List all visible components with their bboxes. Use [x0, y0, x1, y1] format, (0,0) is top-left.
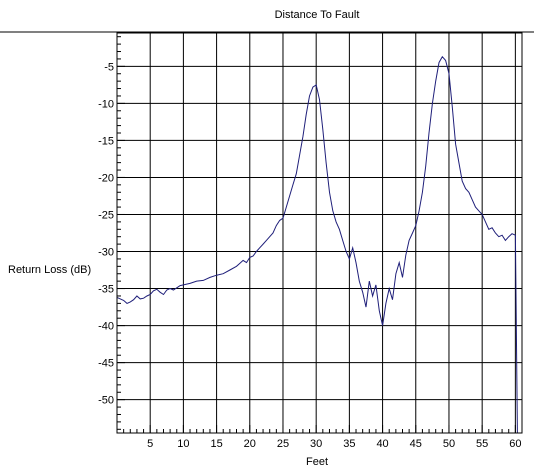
- x-tick-label: 50: [443, 438, 455, 450]
- y-tick-label: -5: [104, 61, 114, 73]
- y-tick-label: -50: [98, 395, 114, 407]
- x-tick-label: 25: [277, 438, 289, 450]
- x-tick-label: 10: [177, 438, 189, 450]
- return-loss-trace: [116, 55, 518, 434]
- x-tick-label: 40: [376, 438, 388, 450]
- x-tick-label: 45: [410, 438, 422, 450]
- x-tick-label: 55: [476, 438, 488, 450]
- y-tick-label: -30: [98, 247, 114, 259]
- y-tick-label: -20: [98, 172, 114, 184]
- y-tick-label: -25: [98, 209, 114, 221]
- y-axis-label: Return Loss (dB): [8, 264, 91, 276]
- x-tick-label: 35: [343, 438, 355, 450]
- grid-lines: [117, 33, 522, 433]
- x-tick-label: 20: [244, 438, 256, 450]
- x-tick-label: 5: [147, 438, 153, 450]
- y-tick-label: -40: [98, 321, 114, 333]
- y-tick-label: -10: [98, 98, 114, 110]
- x-tick-label: 60: [509, 438, 521, 450]
- chart-title: Distance To Fault: [275, 9, 360, 21]
- plot-frame: [116, 32, 523, 434]
- x-tick-label: 15: [210, 438, 222, 450]
- minor-ticks: [116, 36, 523, 433]
- y-tick-labels: -5 -10 -15 -20 -25 -30 -35 -40 -45 -50: [98, 61, 114, 406]
- y-tick-label: -45: [98, 358, 114, 370]
- x-axis-label: Feet: [306, 456, 328, 468]
- x-tick-label: 30: [310, 438, 322, 450]
- y-tick-label: -35: [98, 284, 114, 296]
- x-tick-labels: 5 10 15 20 25 30 35 40 45 50 55 60: [147, 438, 521, 450]
- y-tick-label: -15: [98, 135, 114, 147]
